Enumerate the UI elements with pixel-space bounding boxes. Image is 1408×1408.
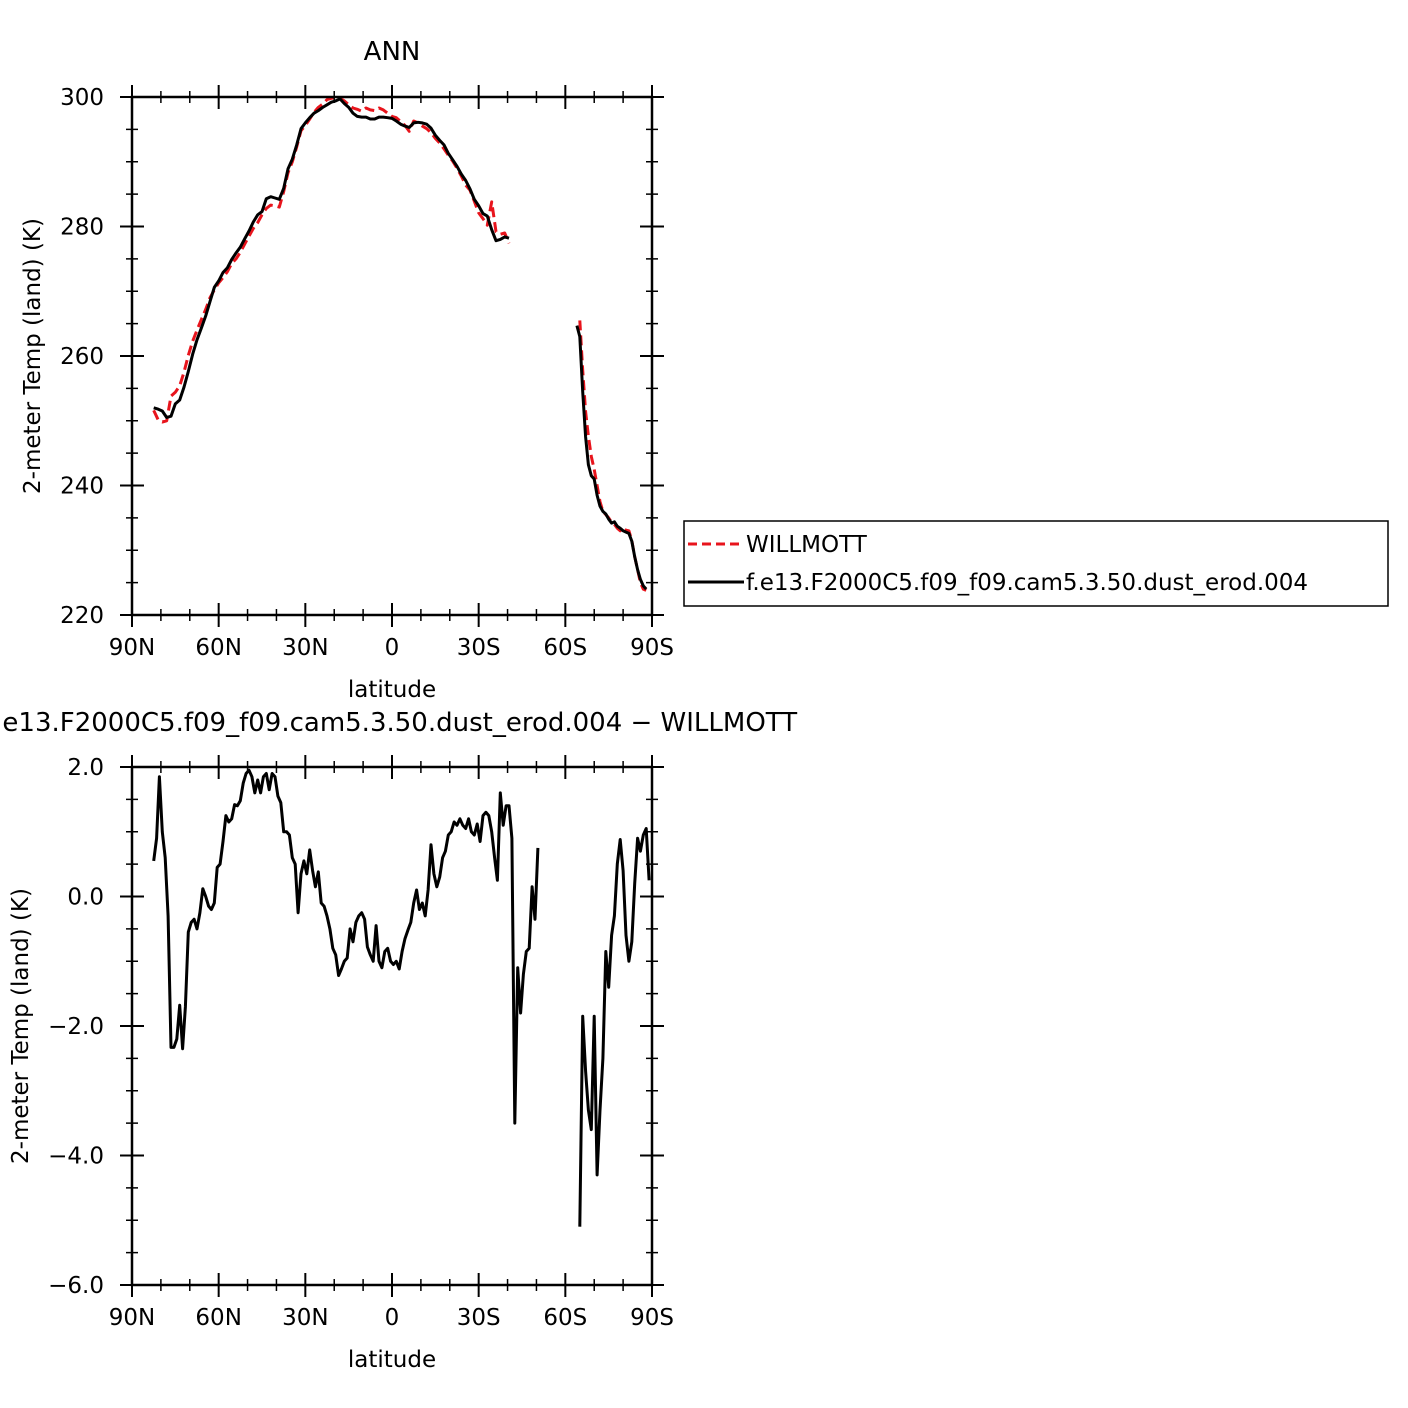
x-tick-label: 90N (109, 1305, 155, 1331)
top-panel: ANN latitude 2-meter Temp (land) (K) 90N… (20, 37, 674, 703)
y-tick-label: −4.0 (48, 1144, 104, 1170)
x-tick-label: 30S (457, 635, 501, 661)
series-line-1-segment-0 (153, 97, 510, 419)
x-tick-label: 90S (630, 1305, 674, 1331)
y-tick-label: 280 (60, 215, 104, 241)
x-tick-label: 90S (630, 635, 674, 661)
x-tick-label: 30N (282, 1305, 328, 1331)
x-tick-label: 60N (195, 635, 241, 661)
bottom-y-axis-label: 2-meter Temp (land) (K) (8, 888, 34, 1164)
series-group (152, 96, 648, 592)
legend-box (683, 520, 1389, 607)
legend-label-willmott: WILLMOTT (746, 532, 868, 558)
x-tick-label: 90N (109, 635, 155, 661)
x-tick-label: 0 (385, 635, 400, 661)
series-line-0-segment-0 (152, 96, 511, 424)
bottom-chart-title: f.e13.F2000C5.f09_f09.cam5.3.50.dust_ero… (0, 708, 797, 738)
y-tick-label: −2.0 (48, 1014, 104, 1040)
x-tick-label: 30S (457, 1305, 501, 1331)
y-tick-label: 260 (60, 344, 104, 370)
plot-frame (130, 95, 654, 617)
plot-frame (130, 765, 654, 1287)
ticks (120, 755, 664, 1297)
x-tick-label: 0 (385, 1305, 400, 1331)
x-tick-label: 30N (282, 635, 328, 661)
bottom-x-axis-label: latitude (348, 1347, 436, 1373)
series-line-0-segment-1 (578, 320, 647, 592)
series-line-0-segment-0 (152, 768, 540, 1125)
x-tick-label: 60S (543, 1305, 587, 1331)
y-tick-label: 2.0 (67, 755, 104, 781)
x-tick-label: 60N (195, 1305, 241, 1331)
series-group (152, 768, 651, 1227)
top-y-axis-label: 2-meter Temp (land) (K) (20, 218, 46, 494)
top-chart-title: ANN (364, 37, 421, 67)
ticks (120, 85, 664, 627)
y-tick-label: 300 (60, 85, 104, 111)
legend: WILLMOTT f.e13.F2000C5.f09_f09.cam5.3.50… (683, 520, 1389, 607)
bottom-panel: f.e13.F2000C5.f09_f09.cam5.3.50.dust_ero… (0, 708, 797, 1373)
series-line-0-segment-1 (578, 827, 651, 1227)
y-tick-label: 220 (60, 603, 104, 629)
y-tick-label: 0.0 (67, 885, 104, 911)
y-tick-label: 240 (60, 474, 104, 500)
series-line-1-segment-1 (575, 325, 648, 591)
top-x-axis-label: latitude (348, 677, 436, 703)
y-tick-label: −6.0 (48, 1273, 104, 1299)
legend-label-model: f.e13.F2000C5.f09_f09.cam5.3.50.dust_ero… (746, 570, 1308, 596)
x-tick-label: 60S (543, 635, 587, 661)
